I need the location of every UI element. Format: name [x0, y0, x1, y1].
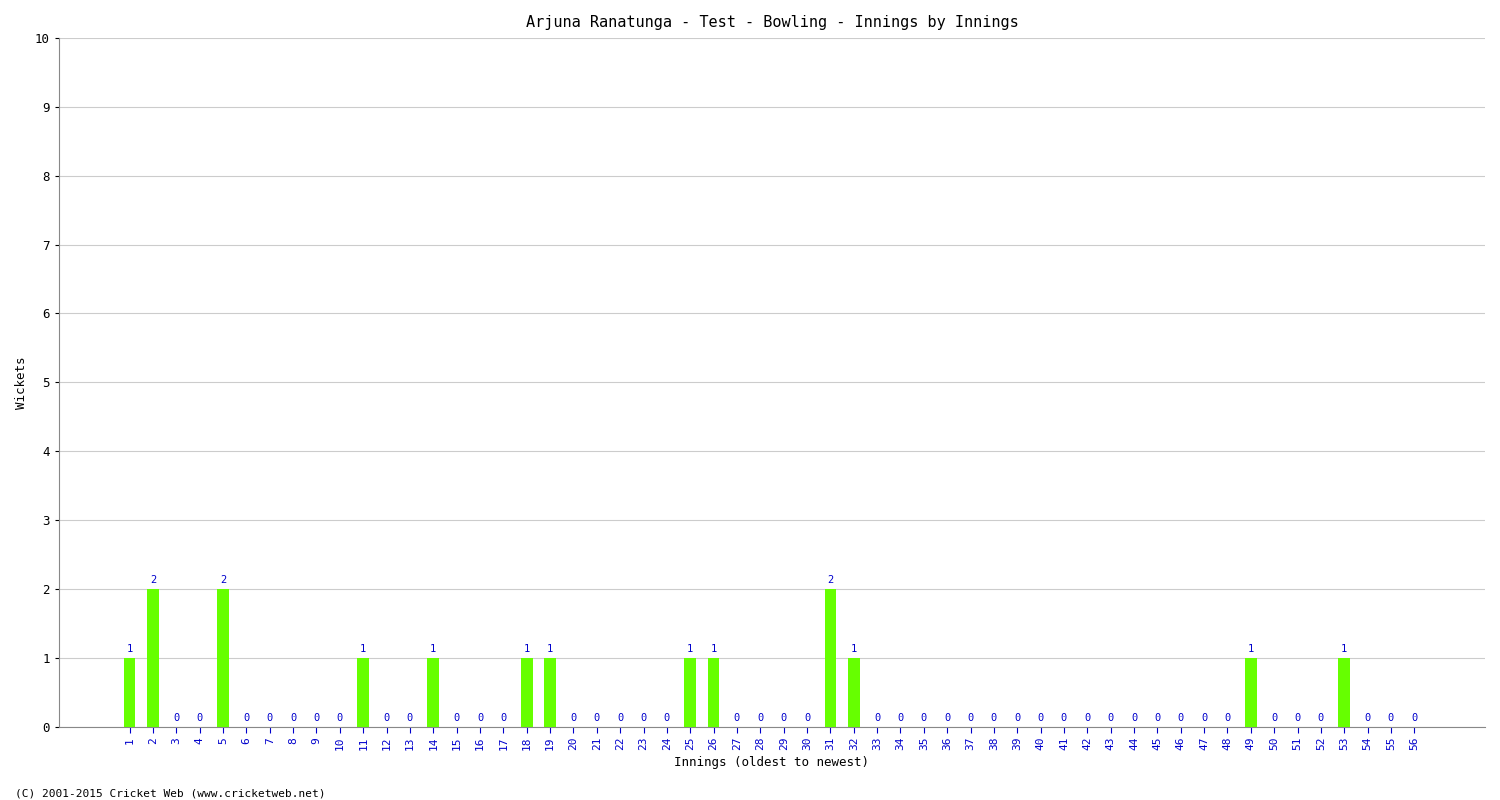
Text: 1: 1 [548, 644, 554, 654]
Title: Arjuna Ranatunga - Test - Bowling - Innings by Innings: Arjuna Ranatunga - Test - Bowling - Inni… [525, 15, 1019, 30]
Text: 0: 0 [1131, 713, 1137, 723]
Text: 0: 0 [1107, 713, 1114, 723]
Text: 0: 0 [384, 713, 390, 723]
Text: 1: 1 [360, 644, 366, 654]
Text: 0: 0 [1202, 713, 1208, 723]
Bar [1338, 658, 1350, 726]
Text: 0: 0 [1060, 713, 1066, 723]
Bar [684, 658, 696, 726]
Text: 0: 0 [1224, 713, 1230, 723]
Text: 0: 0 [1155, 713, 1161, 723]
Bar [357, 658, 369, 726]
Bar [847, 658, 859, 726]
Text: 0: 0 [267, 713, 273, 723]
Bar [427, 658, 439, 726]
Text: 0: 0 [594, 713, 600, 723]
Text: 0: 0 [968, 713, 974, 723]
Text: 0: 0 [1038, 713, 1044, 723]
Text: 0: 0 [734, 713, 740, 723]
Text: 2: 2 [220, 575, 226, 586]
Text: 0: 0 [570, 713, 576, 723]
Text: 0: 0 [780, 713, 788, 723]
Bar [1245, 658, 1257, 726]
Text: 0: 0 [172, 713, 180, 723]
Text: 0: 0 [406, 713, 412, 723]
Bar [825, 589, 836, 726]
Text: 0: 0 [874, 713, 880, 723]
Text: 0: 0 [290, 713, 297, 723]
Text: 0: 0 [1365, 713, 1371, 723]
Text: 0: 0 [243, 713, 249, 723]
Bar [147, 589, 159, 726]
Text: 0: 0 [1294, 713, 1300, 723]
Text: 2: 2 [150, 575, 156, 586]
Text: 1: 1 [850, 644, 856, 654]
Bar [544, 658, 556, 726]
Bar [124, 658, 135, 726]
Text: 1: 1 [711, 644, 717, 654]
Text: 1: 1 [126, 644, 134, 654]
Bar [520, 658, 532, 726]
Text: 0: 0 [196, 713, 202, 723]
Bar [708, 658, 720, 726]
Text: 0: 0 [758, 713, 764, 723]
Text: 0: 0 [663, 713, 670, 723]
Text: 1: 1 [524, 644, 530, 654]
Text: 2: 2 [828, 575, 834, 586]
Text: 0: 0 [992, 713, 998, 723]
Y-axis label: Wickets: Wickets [15, 356, 28, 409]
Text: 0: 0 [1178, 713, 1184, 723]
Text: 1: 1 [1341, 644, 1347, 654]
X-axis label: Innings (oldest to newest): Innings (oldest to newest) [675, 756, 870, 769]
Bar [217, 589, 229, 726]
Text: (C) 2001-2015 Cricket Web (www.cricketweb.net): (C) 2001-2015 Cricket Web (www.cricketwe… [15, 788, 326, 798]
Text: 0: 0 [1412, 713, 1418, 723]
Text: 1: 1 [687, 644, 693, 654]
Text: 0: 0 [640, 713, 646, 723]
Text: 0: 0 [804, 713, 810, 723]
Text: 0: 0 [1084, 713, 1090, 723]
Text: 0: 0 [477, 713, 483, 723]
Text: 0: 0 [453, 713, 460, 723]
Text: 0: 0 [500, 713, 507, 723]
Text: 0: 0 [897, 713, 903, 723]
Text: 0: 0 [1388, 713, 1394, 723]
Text: 1: 1 [430, 644, 436, 654]
Text: 1: 1 [1248, 644, 1254, 654]
Text: 0: 0 [616, 713, 624, 723]
Text: 0: 0 [1318, 713, 1324, 723]
Text: 0: 0 [1014, 713, 1020, 723]
Text: 0: 0 [336, 713, 344, 723]
Text: 0: 0 [921, 713, 927, 723]
Text: 0: 0 [1270, 713, 1278, 723]
Text: 0: 0 [944, 713, 951, 723]
Text: 0: 0 [314, 713, 320, 723]
